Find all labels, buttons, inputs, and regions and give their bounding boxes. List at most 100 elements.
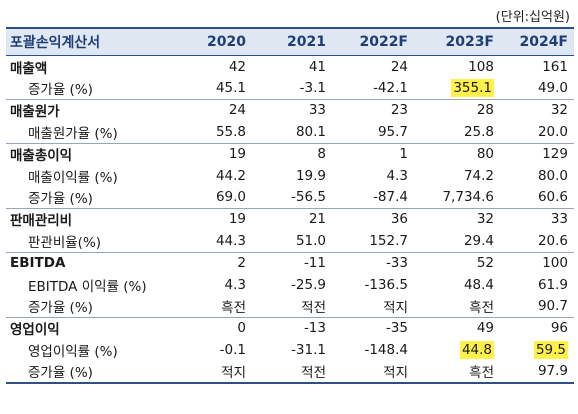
- table-cell: 21: [252, 207, 332, 231]
- highlighted-value: 44.8: [459, 340, 494, 359]
- table-cell: 44.2: [215, 167, 246, 184]
- table-cell: 80.1: [295, 123, 326, 140]
- table-cell: 흑전: [221, 299, 246, 316]
- table-cell: 흑전: [469, 299, 494, 316]
- table-cell: 152.7: [369, 232, 408, 249]
- table-cell: 29.4: [463, 232, 494, 249]
- table-cell: 19: [180, 142, 252, 165]
- table-cell: 52: [414, 251, 500, 274]
- row-label: 매출액: [6, 55, 180, 78]
- table-cell: 36: [332, 207, 414, 231]
- table-row-sub: 증가율 (%) 45.1 -3.1 -42.1 355.1 49.0: [6, 77, 574, 99]
- table-cell: 129: [500, 142, 574, 165]
- table-cell: 355.1: [414, 77, 500, 99]
- table-row-main: 영업이익 0 -13 -35 49 96: [6, 316, 574, 340]
- table-cell: 90.7: [537, 297, 568, 314]
- table-cell: 2: [180, 251, 252, 274]
- income-statement-table: 포괄손익계산서 2020 2021 2022F 2023F 2024F 매출액 4…: [6, 27, 574, 384]
- table-cell: 60.6: [537, 189, 568, 206]
- table-row-main: 매출총이익 19 8 1 80 129: [6, 142, 574, 165]
- table-cell: 24: [180, 98, 252, 122]
- header-year-2020: 2020: [180, 27, 252, 56]
- table-cell: 20.0: [537, 123, 568, 140]
- table-cell: -0.1: [219, 341, 246, 358]
- row-label: 매출총이익: [6, 142, 180, 165]
- table-cell: 20.6: [537, 232, 568, 249]
- row-label: 매출원가: [6, 98, 180, 122]
- table-cell: 19: [180, 207, 252, 231]
- table-row-main: 매출원가 24 33 23 28 32: [6, 98, 574, 122]
- table-row-sub: 증가율 (%) 적지 적전 적지 흑전 97.9: [6, 360, 574, 384]
- table-cell: 100: [500, 251, 574, 274]
- table-cell: 24: [332, 55, 414, 78]
- table-cell: 161: [500, 55, 574, 78]
- table-cell: 33: [252, 98, 332, 122]
- table-cell: 61.9: [537, 276, 568, 293]
- table-cell: -136.5: [364, 276, 408, 293]
- table-cell: 96: [500, 316, 574, 340]
- table-cell: 108: [414, 55, 500, 78]
- table-cell: 80.0: [537, 167, 568, 184]
- table-cell: 적전: [252, 360, 332, 384]
- row-label: 판매관리비: [6, 207, 180, 231]
- row-label: EBITDA 이익률 (%): [28, 278, 147, 295]
- highlighted-value: 59.5: [533, 340, 568, 359]
- header-year-2021: 2021: [252, 27, 332, 56]
- table-row-sub: 매출원가율 (%) 55.8 80.1 95.7 25.8 20.0: [6, 121, 574, 143]
- header-year-2023f: 2023F: [414, 27, 500, 56]
- table-cell: 1: [332, 142, 414, 165]
- table-cell: 33: [500, 207, 574, 231]
- row-label: 증가율 (%): [28, 299, 93, 316]
- table-row-main: 매출액 42 41 24 108 161: [6, 55, 574, 78]
- row-label: 영업이익: [6, 316, 180, 340]
- table-cell: 적지: [383, 299, 408, 316]
- table-cell: 적지: [332, 360, 414, 384]
- table-row-main: EBITDA 2 -11 -33 52 100: [6, 251, 574, 274]
- table-cell: -87.4: [373, 189, 408, 206]
- table-row-sub: 매출이익률 (%) 44.2 19.9 4.3 74.2 80.0: [6, 165, 574, 186]
- table-cell: 흑전: [414, 360, 500, 384]
- table-cell: 69.0: [215, 189, 246, 206]
- table-cell: 적지: [180, 360, 252, 384]
- table-cell: 44.3: [215, 232, 246, 249]
- table-cell: 45.1: [215, 80, 246, 97]
- table-cell: 59.5: [500, 339, 574, 360]
- row-label: 판관비율(%): [28, 234, 102, 251]
- table-cell: -42.1: [373, 80, 408, 97]
- row-label: 매출이익률 (%): [28, 169, 118, 186]
- table-cell: -148.4: [364, 341, 408, 358]
- table-cell: -3.1: [299, 80, 326, 97]
- table-cell: 80: [414, 142, 500, 165]
- table-cell: 44.8: [414, 339, 500, 360]
- table-cell: -25.9: [291, 276, 326, 293]
- row-label: EBITDA: [6, 251, 180, 274]
- table-cell: 28: [414, 98, 500, 122]
- table-body: 매출액 42 41 24 108 161 증가율 (%) 45.1 -3.1 -42.1 355.1…: [6, 55, 574, 384]
- table-row-sub: 증가율 (%) 흑전 적전 적지 흑전 90.7: [6, 295, 574, 317]
- table-row-sub: 판관비율(%) 44.3 51.0 152.7 29.4 20.6: [6, 230, 574, 252]
- header-year-2024f: 2024F: [500, 27, 574, 56]
- table-cell: 97.9: [500, 360, 574, 384]
- table-cell: 25.8: [463, 123, 494, 140]
- table-cell: 32: [500, 98, 574, 122]
- table-cell: 51.0: [295, 232, 326, 249]
- table-cell: 4.3: [386, 167, 408, 184]
- table-cell: 23: [332, 98, 414, 122]
- table-cell: 95.7: [377, 123, 408, 140]
- table-row-sub: 증가율 (%) 69.0 -56.5 -87.4 7,734.6 60.6: [6, 186, 574, 208]
- table-cell: -56.5: [291, 189, 326, 206]
- row-label: 증가율 (%): [28, 82, 93, 99]
- row-label: 증가율 (%): [6, 360, 180, 384]
- table-cell: 55.8: [215, 123, 246, 140]
- table-row-sub: 영업이익률 (%) -0.1 -31.1 -148.4 44.8 59.5: [6, 339, 574, 360]
- table-cell: 7,734.6: [442, 189, 494, 206]
- table-cell: 4.3: [224, 276, 246, 293]
- table-cell: 74.2: [463, 167, 494, 184]
- table-cell: 41: [252, 55, 332, 78]
- row-label: 영업이익률 (%): [28, 343, 118, 360]
- table-cell: 42: [180, 55, 252, 78]
- table-cell: -31.1: [291, 341, 326, 358]
- table-cell: -35: [332, 316, 414, 340]
- table-cell: 8: [252, 142, 332, 165]
- unit-label: (단위:십억원): [495, 10, 570, 25]
